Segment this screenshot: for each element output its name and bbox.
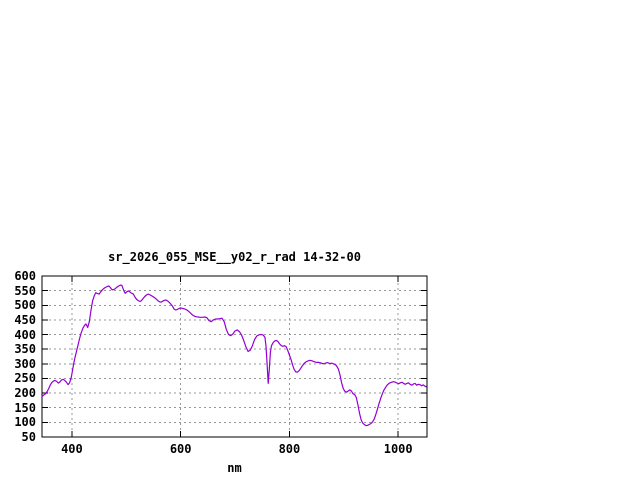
- x-axis-label: nm: [227, 461, 242, 475]
- y-tick-label-300: 300: [14, 356, 36, 371]
- chart-title: sr_2026_055_MSE__y02_r_rad 14-32-00: [108, 250, 361, 264]
- plot-border: [41, 275, 428, 438]
- spectral-radiance-curve: [41, 284, 427, 427]
- y-tick-label-350: 350: [14, 342, 36, 357]
- y-tick-label-200: 200: [14, 386, 36, 401]
- y-tick-label-250: 250: [14, 371, 36, 386]
- x-tick-label-600: 600: [169, 442, 192, 456]
- x-tick-label-1000: 1000: [383, 442, 413, 456]
- y-tick-label-400: 400: [14, 327, 36, 342]
- y-tick-label-100: 100: [14, 415, 36, 430]
- y-tick-label-50: 50: [21, 430, 36, 444]
- x-tick-label-800: 800: [278, 442, 301, 456]
- y-tick-label-500: 500: [14, 298, 36, 313]
- x-tick-label-400: 400: [61, 442, 83, 456]
- y-tick-label-450: 450: [14, 312, 36, 327]
- y-tick-label-600: 600: [14, 269, 36, 283]
- y-tick-label-150: 150: [14, 400, 36, 415]
- y-tick-label-550: 550: [14, 283, 36, 298]
